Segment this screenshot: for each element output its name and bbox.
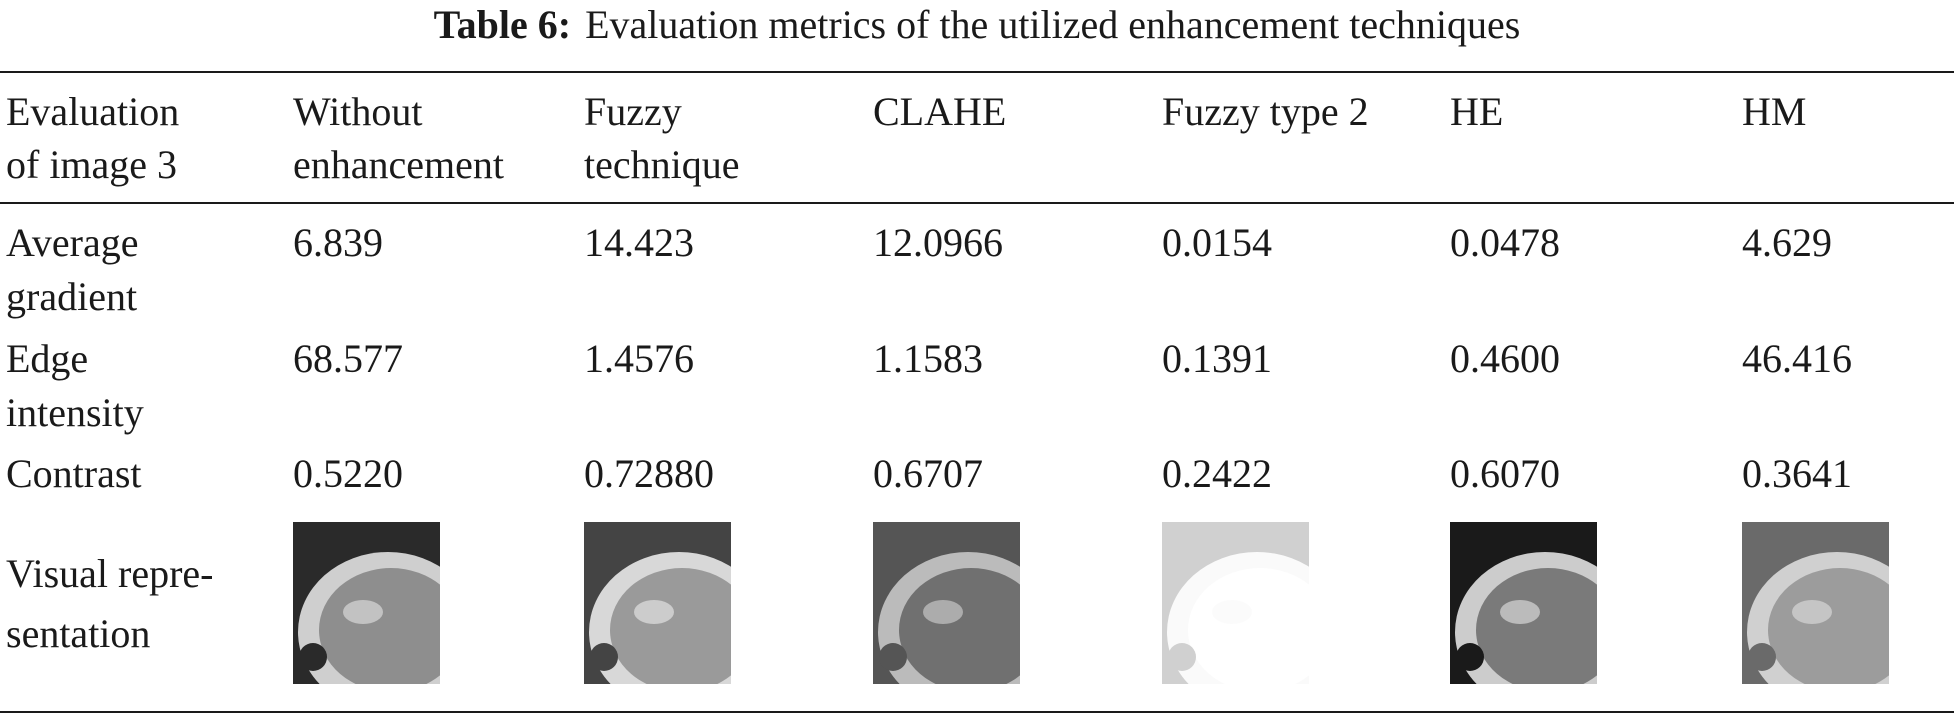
top-rule	[0, 71, 1954, 73]
table-cell: 0.6070	[1450, 451, 1560, 496]
table-cell: 0.72880	[584, 451, 714, 496]
row-label: Visual repre-	[6, 551, 214, 596]
title-text: Evaluation metrics of the utilized enhan…	[585, 2, 1521, 47]
header-cell: HM	[1742, 89, 1807, 134]
row-label: gradient	[6, 274, 138, 319]
table-cell: 0.0154	[1162, 220, 1272, 265]
table-cell: 1.1583	[873, 336, 983, 381]
visual-image	[1450, 522, 1597, 684]
table-cell: 4.629	[1742, 220, 1832, 265]
header-cell: Fuzzy	[584, 89, 682, 134]
header-cell: CLAHE	[873, 89, 1007, 134]
row-label: Contrast	[6, 451, 142, 496]
visual-image	[873, 522, 1020, 684]
table-cell: 0.4600	[1450, 336, 1560, 381]
table-cell: 0.5220	[293, 451, 403, 496]
header-cell: HE	[1450, 89, 1504, 134]
table-cell: 6.839	[293, 220, 383, 265]
table-cell: 46.416	[1742, 336, 1852, 381]
title-label: Table 6:	[433, 2, 572, 47]
visual-image	[293, 522, 440, 684]
table-cell: 14.423	[584, 220, 694, 265]
header-cell: Fuzzy type 2	[1162, 89, 1369, 134]
table-cell: 0.6707	[873, 451, 983, 496]
table-cell: 0.2422	[1162, 451, 1272, 496]
row-label: sentation	[6, 611, 151, 656]
table-cell: 0.0478	[1450, 220, 1560, 265]
table-cell: 0.1391	[1162, 336, 1272, 381]
table-cell: 68.577	[293, 336, 403, 381]
visual-image	[584, 522, 731, 684]
header-cell: of image 3	[6, 142, 178, 187]
header-cell: enhancement	[293, 142, 504, 187]
header-cell: Without	[293, 89, 423, 134]
table-cell: 1.4576	[584, 336, 694, 381]
header-cell: technique	[584, 142, 740, 187]
table-cell: 0.3641	[1742, 451, 1852, 496]
row-label: intensity	[6, 390, 144, 435]
header-rule	[0, 202, 1954, 204]
table-cell: 12.0966	[873, 220, 1003, 265]
table-title: Table 6: Evaluation metrics of the utiliz…	[0, 0, 1954, 50]
row-label: Average	[6, 220, 139, 265]
visual-image	[1742, 522, 1889, 684]
row-label: Edge	[6, 336, 89, 381]
bottom-rule	[0, 711, 1954, 713]
header-cell: Evaluation	[6, 89, 180, 134]
visual-image	[1162, 522, 1309, 684]
